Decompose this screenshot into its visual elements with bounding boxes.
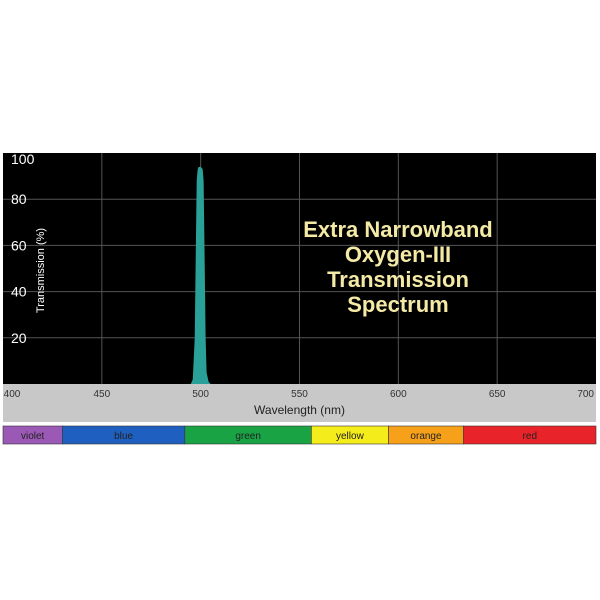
color-band-label: orange: [410, 431, 442, 442]
color-band-bar: violet blue green yellow orange red: [2, 425, 597, 445]
transmission-curve-layer: [190, 166, 211, 384]
y-tick-labels: 20 40 60 80 100: [11, 151, 35, 346]
y-tick-label: 60: [11, 237, 27, 253]
x-tick-label: 400: [4, 389, 21, 400]
transmission-curve: [190, 166, 211, 384]
x-tick-label: 550: [291, 389, 308, 400]
y-tick-label: 80: [11, 191, 27, 207]
x-axis-strip: [3, 384, 596, 422]
color-band-label: yellow: [336, 431, 365, 442]
x-tick-label: 500: [192, 389, 209, 400]
chart-title-line: Oxygen-III: [345, 242, 451, 267]
chart-title-line: Spectrum: [347, 292, 448, 317]
chart-title-line: Extra Narrowband: [303, 217, 493, 242]
x-tick-labels: 400 450 500 550 600 650 700: [4, 389, 595, 400]
y-tick-label: 40: [11, 284, 27, 300]
chart-title-line: Transmission: [327, 267, 469, 292]
x-tick-label: 600: [390, 389, 407, 400]
chart-title: Extra NarrowbandOxygen-IIITransmissionSp…: [303, 217, 493, 317]
y-tick-label: 100: [11, 151, 35, 167]
color-band-label: red: [523, 431, 537, 442]
grid: [3, 153, 596, 384]
x-tick-label: 700: [577, 389, 594, 400]
x-tick-label: 650: [489, 389, 506, 400]
x-axis-label: Wavelength (nm): [254, 403, 345, 417]
color-band-label: green: [235, 431, 261, 442]
y-axis-label: Transmission (%): [35, 228, 47, 313]
color-band-label: violet: [21, 431, 45, 442]
y-tick-label: 20: [11, 330, 27, 346]
color-band-label: blue: [114, 431, 133, 442]
x-tick-label: 450: [93, 389, 110, 400]
color-band-red: [463, 425, 597, 445]
